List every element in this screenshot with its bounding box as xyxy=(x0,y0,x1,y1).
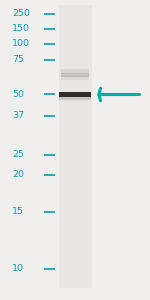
Text: 150: 150 xyxy=(12,24,30,33)
Text: 250: 250 xyxy=(12,9,30,18)
Text: 100: 100 xyxy=(12,39,30,48)
Bar xyxy=(58,4,92,288)
Text: 15: 15 xyxy=(12,207,24,216)
Text: 25: 25 xyxy=(12,150,24,159)
Bar xyxy=(61,73,89,76)
Bar xyxy=(61,75,89,80)
Text: 50: 50 xyxy=(12,90,24,99)
Text: 37: 37 xyxy=(12,111,24,120)
Text: 75: 75 xyxy=(12,56,24,64)
Bar xyxy=(59,92,91,97)
Text: 20: 20 xyxy=(12,170,24,179)
Bar xyxy=(59,97,91,100)
Text: 10: 10 xyxy=(12,264,24,273)
Bar xyxy=(61,69,89,74)
